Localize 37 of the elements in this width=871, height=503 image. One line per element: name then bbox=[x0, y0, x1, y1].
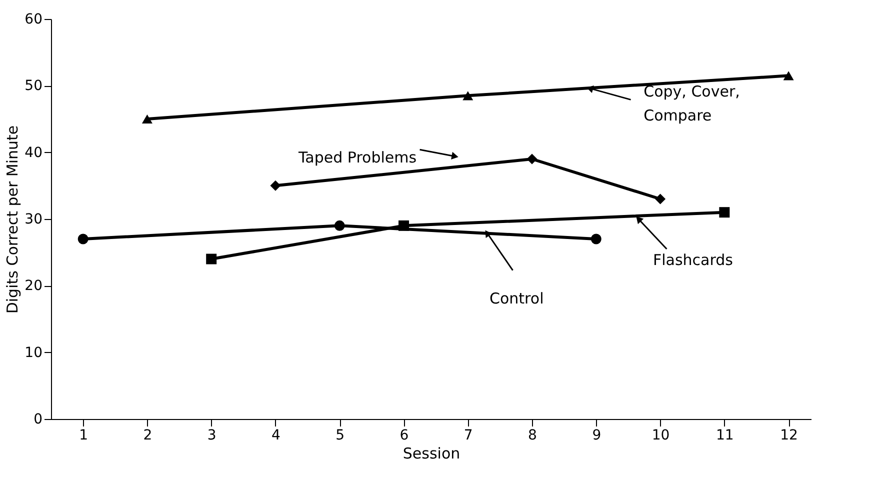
point bbox=[270, 180, 281, 191]
annotation: Flashcards bbox=[652, 251, 734, 269]
point bbox=[334, 220, 345, 231]
x-tick-label: 2 bbox=[143, 428, 152, 444]
point bbox=[206, 254, 217, 264]
x-tick-label: 10 bbox=[652, 428, 670, 444]
point bbox=[462, 91, 474, 100]
x-tick-label: 6 bbox=[400, 428, 409, 444]
x-tick-label: 4 bbox=[272, 428, 281, 444]
point bbox=[398, 220, 409, 231]
y-tick-label: 10 bbox=[24, 344, 42, 361]
x-tick-label: 11 bbox=[716, 428, 734, 444]
annotation: Control bbox=[490, 290, 544, 308]
y-tick-label: 20 bbox=[24, 278, 42, 294]
x-tick-label: 12 bbox=[780, 428, 798, 444]
point bbox=[142, 114, 152, 124]
point bbox=[526, 154, 538, 164]
x-tick-label: 7 bbox=[464, 428, 473, 444]
x-tick-label: 1 bbox=[79, 428, 88, 444]
y-tick-label: 50 bbox=[24, 78, 42, 94]
x-tick-label: 3 bbox=[207, 428, 216, 444]
point bbox=[655, 194, 666, 204]
x-tick-label: 8 bbox=[528, 428, 537, 444]
annotation: Copy, Cover, Compare bbox=[644, 82, 740, 124]
x-axis-title: Session bbox=[402, 444, 460, 462]
x-tick-label: 9 bbox=[592, 428, 602, 444]
point bbox=[783, 71, 794, 80]
y-tick-label: 30 bbox=[24, 212, 42, 228]
y-axis-title: Digits Correct per Minute bbox=[4, 125, 22, 314]
x-tick-label: 5 bbox=[336, 428, 345, 444]
y-tick-label: 60 bbox=[24, 12, 42, 28]
y-tick-label: 0 bbox=[34, 412, 42, 428]
point bbox=[590, 234, 602, 244]
point bbox=[78, 234, 88, 244]
y-tick-label: 40 bbox=[24, 144, 42, 161]
point bbox=[719, 207, 730, 218]
annotation: Taped Problems bbox=[298, 148, 417, 166]
